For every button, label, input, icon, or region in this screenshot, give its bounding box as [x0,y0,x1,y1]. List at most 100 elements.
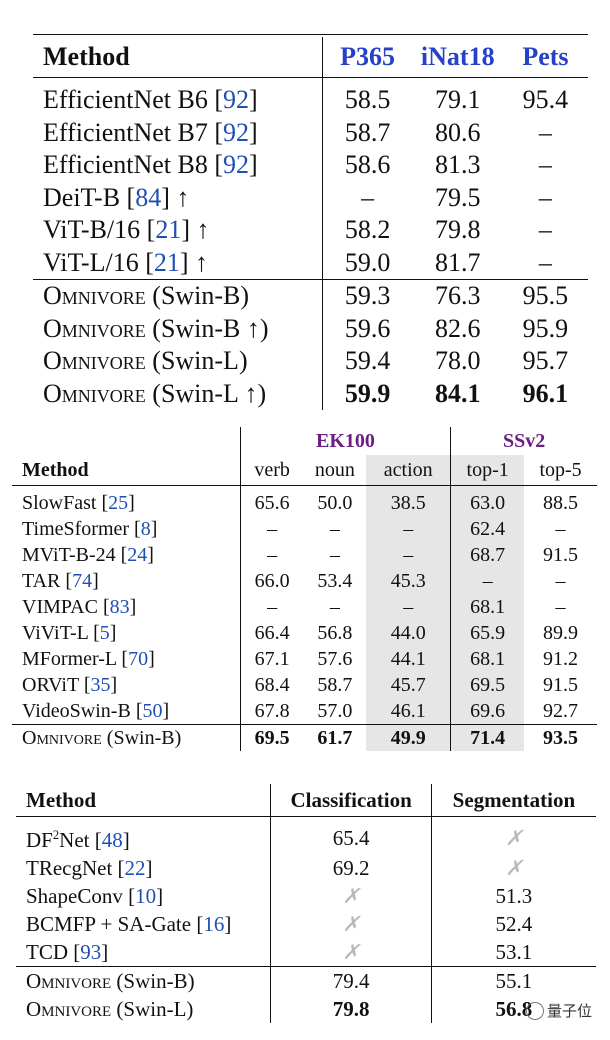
value-cell: 65.4 [270,816,432,854]
citation-ref: 25 [108,492,129,514]
citation-ref: 92 [223,85,250,114]
value-cell: – [239,542,304,568]
method-cell: ORViT [35] [22,674,118,696]
value-cell: 95.9 [522,313,569,343]
method-variant: (Swin-L ↑) [145,378,267,408]
table2-header-row: Method verb noun action top-1 top-5 [12,455,597,486]
value-cell: – [366,516,451,542]
table-row: TRecgNet [22] 69.2 ✗ [16,854,596,882]
method-cell: Omnivore (Swin-B) [12,724,241,751]
value-cell: 65.9 [450,620,525,646]
value-cell: 46.1 [366,698,451,725]
value-cell: – [366,542,451,568]
value-cell: – [538,215,552,244]
table-row: ORViT [35] 68.4 58.7 45.7 69.5 91.5 [12,672,597,698]
cross-mark-icon: ✗ [270,938,432,967]
table-row: EfficientNet B6 [92] 58.5 79.1 95.4 [33,77,588,117]
table-row: TCD [93] ✗ 53.1 [16,938,596,967]
value-cell: 91.2 [543,648,579,670]
method-cell: EfficientNet B6 [92] [43,85,258,114]
table-row: ViT-B/16 [21] ↑ 58.2 79.8 – [33,214,588,247]
col-header-noun: noun [303,455,367,486]
value-cell: 79.8 [435,215,481,244]
value-cell: 58.2 [321,214,413,247]
citation-ref: 10 [135,884,157,908]
value-cell: 62.4 [450,516,525,542]
value-cell: 49.9 [366,724,451,751]
value-cell: 59.4 [321,345,413,378]
value-cell: 92.7 [543,700,579,722]
table-row: MViT-B-24 [24] – – –68.7 91.5 [12,542,597,568]
value-cell: 81.7 [435,247,481,277]
value-cell: 93.5 [524,724,597,751]
group-header-ssv2: SSv2 [450,427,597,455]
method-variant: (Swin-B ↑) [145,313,269,343]
citation-ref: 21 [153,247,180,277]
method-name: ShapeConv [26,884,129,908]
method-name-prefix: DF [26,828,53,852]
method-name: TRecgNet [26,856,118,880]
citation-ref: 21 [155,215,182,244]
method-cell: ViT-B/16 [21] ↑ [43,215,210,244]
table-row: TAR [74] 66.0 53.4 45.3– – [12,568,597,594]
value-cell: – [538,150,552,179]
watermark-text: 量子位 [546,1002,592,1020]
col-header-pets: Pets [502,37,588,78]
value-cell: 67.1 [239,646,304,672]
method-cell: ShapeConv [10] [26,884,164,908]
table2-group-row: EK100 SSv2 [12,427,597,455]
value-cell: 95.4 [522,85,569,114]
method-name: EfficientNet B6 [43,85,215,114]
citation-ref: 70 [128,648,149,670]
value-cell: 52.4 [430,910,596,938]
table-row: VIMPAC [83] – – –68.1– [12,594,597,620]
method-variant: (Swin-L) [111,997,194,1021]
col-header-inat18: iNat18 [412,37,503,78]
method-name: Omnivore [43,378,146,408]
value-cell: 68.7 [450,542,525,568]
method-name: MViT-B-24 [22,544,121,566]
citation-ref: 93 [80,940,102,964]
value-cell: 71.4 [450,724,525,751]
col-header-classification: Classification [270,784,432,817]
value-cell: 68.1 [450,646,525,672]
value-cell: 89.9 [543,622,579,644]
finetune-arrow: ↑ [169,182,190,212]
method-name: SlowFast [22,492,102,514]
watermark-logo-icon [525,1001,544,1020]
value-cell: 63.0 [450,485,525,516]
col-header-method: Method [12,455,241,486]
method-cell: DF2Net [48] [26,828,130,852]
method-cell: Omnivore (Swin-B) [16,966,271,995]
value-cell: 58.6 [321,149,413,182]
value-cell: 91.5 [543,674,579,696]
method-name: Omnivore [22,727,102,749]
value-cell: 66.4 [239,620,304,646]
method-name: VideoSwin-B [22,700,136,722]
value-cell: 95.5 [502,279,588,313]
citation-ref: 83 [109,596,130,618]
table-row: SlowFast [25] 65.6 50.0 38.5 63.0 88.5 [12,485,597,516]
value-cell: 69.2 [270,854,432,882]
value-cell: 79.5 [435,182,481,212]
method-name: VIMPAC [22,596,103,618]
citation-ref: 8 [140,518,151,540]
col-header-top5: top-5 [524,455,597,486]
watermark: 量子位 [525,1000,592,1021]
value-cell: 66.0 [239,568,304,594]
value-cell: 38.5 [366,485,451,516]
value-cell: 69.5 [450,672,525,698]
method-name: ViT-B/16 [43,215,147,244]
value-cell: 84.1 [435,378,481,408]
method-name-superscript: 2 [52,828,60,842]
table-row: BCMFP + SA-Gate [16] ✗ 52.4 [16,910,596,938]
table-row: Omnivore (Swin-B) 69.5 61.7 49.9 71.4 93.5 [12,724,597,751]
value-cell: 59.3 [321,279,413,313]
method-name: Omnivore [26,969,112,993]
method-cell: MFormer-L [70] [22,648,155,670]
value-cell: 61.7 [303,724,367,751]
table-row: EfficientNet B7 [92] 58.7 80.6 – [33,116,588,149]
citation-ref: 22 [124,856,146,880]
table-row: EfficientNet B8 [92] 58.6 81.3 – [33,149,588,182]
table-row: Omnivore (Swin-L ↑) 59.9 84.1 96.1 [33,377,588,410]
